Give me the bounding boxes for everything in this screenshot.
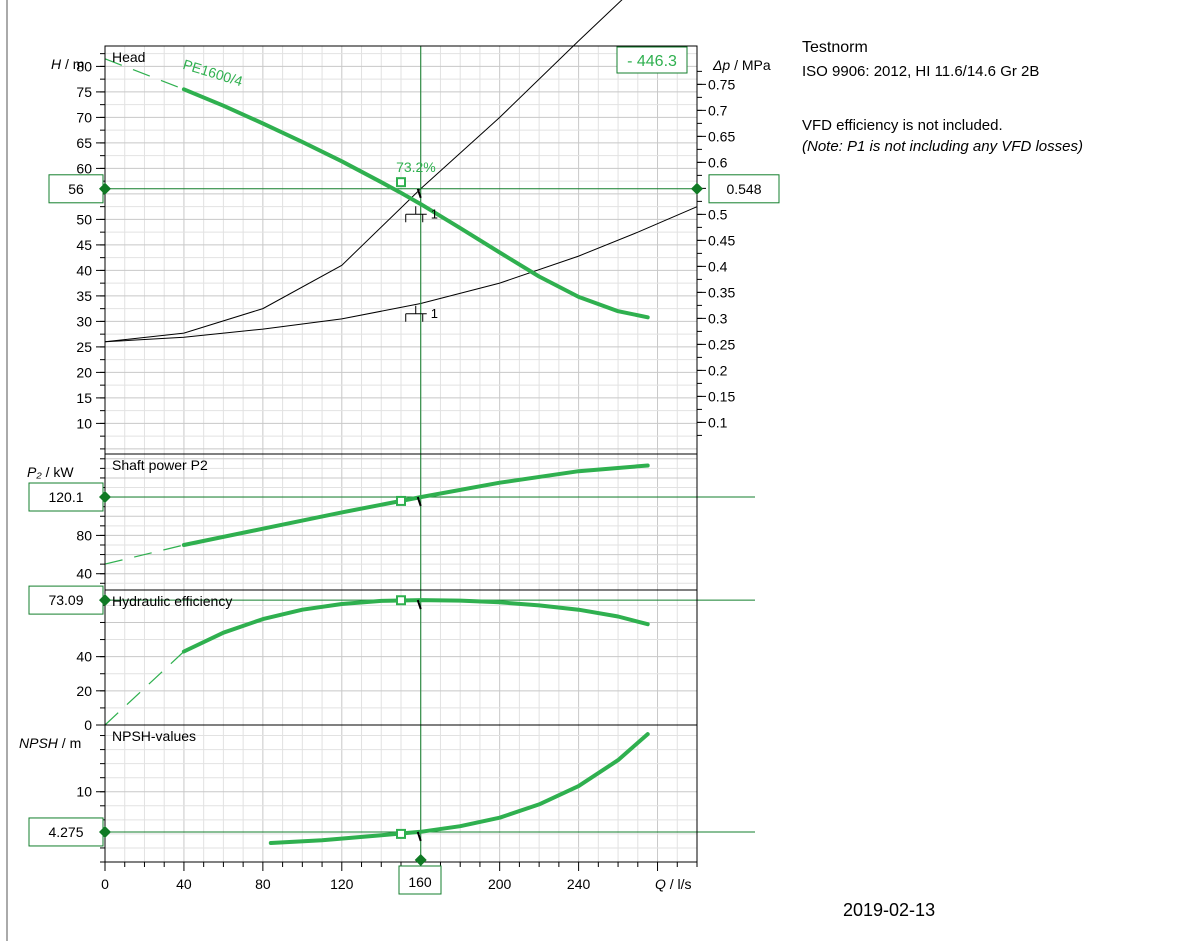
y-axis-label-power: P₂ / kW	[27, 464, 74, 480]
vfd-note: VFD efficiency is not included.	[802, 117, 1003, 134]
vfd-note-italic-text: (Note: P1 is not including any VFD losse…	[802, 138, 1083, 155]
right-tick-label: 0.7	[708, 102, 728, 118]
operating-marker-head	[396, 177, 406, 188]
y-tick-label: 20	[76, 364, 92, 380]
right-readout-box	[708, 174, 780, 204]
operating-marker-efficiency	[396, 595, 406, 606]
panel-title-npsh: NPSH-values	[112, 728, 196, 744]
right-tick-label: 0.45	[708, 232, 735, 248]
right-readout-diamond	[691, 182, 703, 195]
standard-text: ISO 9906: 2012, HI 11.6/14.6 Gr 2B	[802, 63, 1040, 80]
x-readout-diamond	[414, 854, 427, 866]
readout-diamond-head	[99, 182, 111, 195]
right-tick-label: 0.5	[708, 206, 728, 222]
y-tick-label: 45	[76, 237, 92, 253]
x-tick-label: 200	[488, 876, 512, 892]
right-tick-label: 0.35	[708, 284, 735, 300]
y-tick-label: 80	[76, 527, 92, 543]
right-tick-label: 0.2	[708, 362, 728, 378]
curve-dashed-efficiency	[104, 651, 185, 726]
duty-intersection-npsh	[416, 831, 422, 842]
pump-label: PE1600/4	[181, 56, 245, 89]
y-tick-label: 30	[76, 313, 92, 329]
y-tick-label: 70	[76, 109, 92, 125]
y-tick-label: 25	[76, 339, 92, 355]
curve-npsh	[268, 732, 650, 845]
y-axis-label-head: H / m	[51, 56, 84, 72]
duty-intersection-power	[416, 496, 422, 507]
right-readout-value: 0.548	[726, 181, 761, 197]
x-tick-label: 0	[101, 876, 109, 892]
curve-power	[181, 463, 650, 547]
right-tick-label: 0.25	[708, 336, 735, 352]
y-axis-label-npsh: NPSH / m	[19, 735, 81, 751]
vfd-note-italic: (Note: P1 is not including any VFD losse…	[802, 137, 1083, 157]
right-tick-label: 0.75	[708, 76, 735, 92]
speed-readout-value: - 446.3	[627, 53, 677, 70]
readout-value-head: 56	[68, 181, 84, 197]
right-tick-label: 0.65	[708, 128, 735, 144]
curve-efficiency	[181, 598, 650, 654]
x-readout-box	[398, 865, 442, 895]
operating-marker-npsh	[396, 828, 406, 839]
right-tick-label: 0.6	[708, 154, 728, 170]
panel-title-head: Head	[112, 49, 145, 65]
readout-diamond-npsh	[99, 825, 111, 838]
readout-box-power	[28, 482, 104, 512]
readout-value-npsh: 4.275	[48, 824, 83, 840]
system-marker-label-2: 1	[431, 306, 438, 321]
y-tick-label: 15	[76, 390, 92, 406]
duty-intersection-efficiency	[416, 599, 422, 610]
standard-label: Testnorm	[802, 39, 868, 56]
readout-value-efficiency: 73.09	[48, 592, 83, 608]
date-label: 2019-02-13	[843, 900, 936, 920]
duty-intersection-head	[416, 188, 422, 199]
y-tick-label: 10	[76, 415, 92, 431]
y-tick-label: 65	[76, 135, 92, 151]
system-marker-label-1: 1	[431, 206, 438, 221]
right-axis-label: Δp / MPa	[712, 57, 771, 73]
curve-dashed-power	[104, 544, 185, 565]
curve-dashed-head	[104, 58, 185, 90]
y-tick-label: 75	[76, 84, 92, 100]
curve-head	[181, 87, 650, 320]
y-tick-label: 80	[76, 58, 92, 74]
right-tick-label: 0.1	[708, 414, 728, 430]
panel-title-efficiency: Hydraulic efficiency	[112, 593, 232, 609]
readout-value-power: 120.1	[48, 489, 83, 505]
system-marker-symbol-1	[405, 206, 427, 223]
y-tick-label: 40	[76, 649, 92, 665]
right-tick-label: 0.3	[708, 310, 728, 326]
y-tick-label: 0	[84, 717, 92, 733]
y-tick-label: 10	[76, 784, 92, 800]
x-tick-label: 240	[567, 876, 591, 892]
readout-box-head	[48, 174, 104, 204]
x-readout-value: 160	[408, 874, 432, 890]
readout-diamond-power	[99, 491, 111, 504]
right-tick-label: 0.4	[708, 258, 728, 274]
y-tick-label: 50	[76, 211, 92, 227]
y-tick-label: 20	[76, 683, 92, 699]
readout-box-npsh	[28, 817, 104, 847]
panel-title-power: Shaft power P2	[112, 457, 208, 473]
operating-marker-power	[396, 495, 406, 506]
duty-eff-label: 73.2%	[396, 159, 436, 175]
x-tick-label: 80	[255, 876, 271, 892]
pump-curve-chart: 101520253035404550556065707580HeadH / m0…	[6, 0, 780, 941]
right-tick-label: 0.15	[708, 388, 735, 404]
readout-diamond-efficiency	[99, 594, 111, 607]
y-tick-label: 40	[76, 566, 92, 582]
x-tick-label: 120	[330, 876, 354, 892]
y-tick-label: 40	[76, 262, 92, 278]
x-tick-label: 40	[176, 876, 192, 892]
y-tick-label: 35	[76, 288, 92, 304]
speed-readout-box	[616, 46, 688, 74]
y-tick-label: 60	[76, 160, 92, 176]
x-axis-label: Q / l/s	[655, 876, 692, 892]
system-marker-symbol-2	[405, 305, 427, 322]
